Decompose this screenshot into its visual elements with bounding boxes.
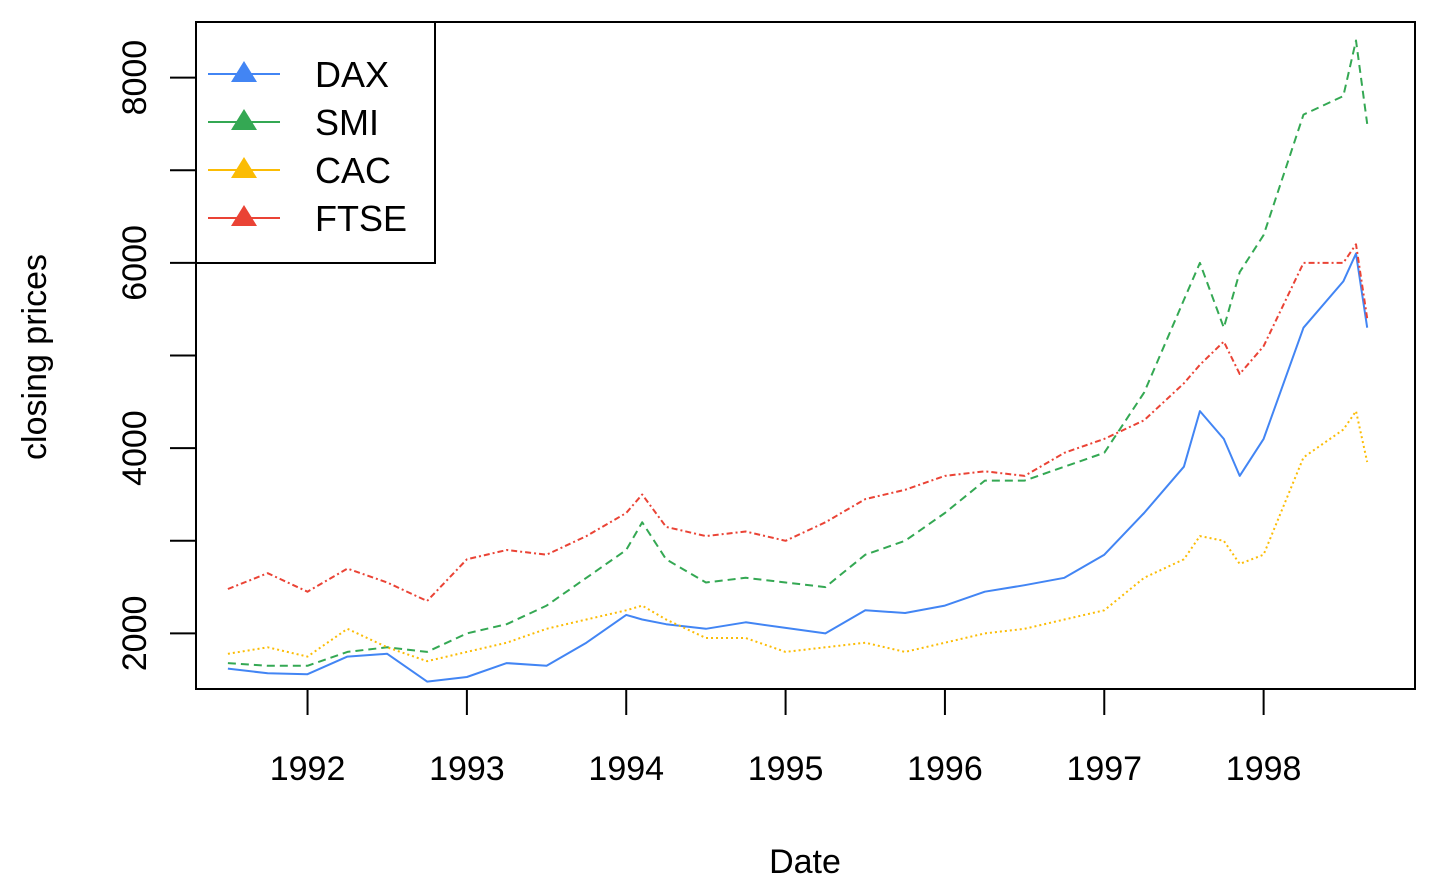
legend-label: CAC (315, 150, 391, 191)
legend-item-ftse: FTSE (208, 198, 407, 239)
series-line-cac (227, 410, 1369, 663)
x-tick-label: 1992 (270, 750, 346, 788)
triangle-marker-icon (231, 205, 257, 226)
x-tick-label: 1995 (748, 750, 824, 788)
legend-label: FTSE (315, 198, 407, 239)
legend: DAX SMI CAC FTSE (195, 21, 436, 264)
legend-item-smi: SMI (208, 102, 379, 143)
x-axis-title: Date (769, 843, 841, 881)
series-line-ftse (227, 243, 1369, 602)
x-tick-label: 1993 (429, 750, 505, 788)
y-tick-label: 2000 (116, 596, 154, 672)
x-tick-label: 1997 (1066, 750, 1142, 788)
triangle-marker-icon (231, 157, 257, 178)
x-tick-label: 1998 (1226, 750, 1302, 788)
legend-item-cac: CAC (208, 150, 391, 191)
series-line-smi (227, 39, 1369, 667)
y-tick-label: 6000 (116, 225, 154, 301)
legend-label: DAX (315, 54, 389, 95)
y-axis: 2000 4000 6000 8000 (116, 40, 197, 672)
x-tick-label: 1994 (588, 750, 664, 788)
series-line-dax (227, 252, 1369, 683)
triangle-marker-icon (231, 109, 257, 130)
legend-item-dax: DAX (208, 54, 389, 95)
y-axis-title: closing prices (16, 254, 54, 460)
y-tick-label: 4000 (116, 410, 154, 486)
legend-label: SMI (315, 102, 379, 143)
y-tick-label: 8000 (116, 40, 154, 116)
x-axis: 1992 1993 1994 1995 1996 1997 1998 (270, 688, 1302, 788)
series-layer (227, 39, 1369, 683)
triangle-marker-icon (231, 61, 257, 82)
x-tick-label: 1996 (907, 750, 983, 788)
